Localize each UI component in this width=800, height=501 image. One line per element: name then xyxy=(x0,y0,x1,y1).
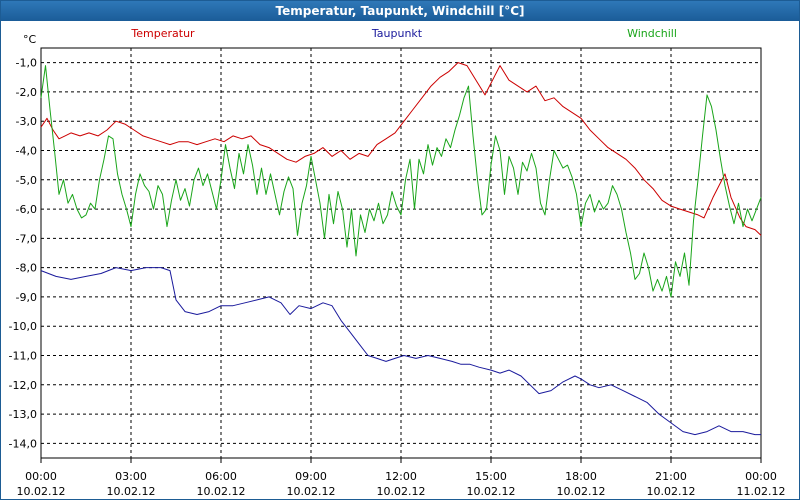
x-tick-time-label: 15:00 xyxy=(475,470,507,483)
x-tick-date-label: 10.02.12 xyxy=(197,485,246,498)
y-tick-label: -2,0 xyxy=(16,86,37,99)
y-tick-label: -8,0 xyxy=(16,262,37,275)
x-tick-time-label: 21:00 xyxy=(655,470,687,483)
series-lines xyxy=(40,62,762,436)
x-tick-date-label: 10.02.12 xyxy=(17,485,66,498)
y-tick-label: -5,0 xyxy=(16,174,37,187)
x-tick-time-label: 18:00 xyxy=(565,470,597,483)
x-tick-date-label: 11.02.12 xyxy=(737,485,786,498)
y-tick-label: -10,0 xyxy=(9,320,37,333)
y-tick-label: -1,0 xyxy=(16,57,37,70)
y-tick-label: -14,0 xyxy=(9,437,37,450)
x-tick-time-label: 00:00 xyxy=(745,470,777,483)
chart-title: Temperatur, Taupunkt, Windchill [°C] xyxy=(1,1,799,21)
grid xyxy=(41,48,761,458)
x-tick-time-label: 00:00 xyxy=(25,470,57,483)
x-tick-time-label: 09:00 xyxy=(295,470,327,483)
x-tick-date-label: 10.02.12 xyxy=(377,485,426,498)
y-tick-label: -11,0 xyxy=(9,350,37,363)
x-axis: 00:00 10.02.12 03:00 10.02.12 06:00 10.02.12 0… xyxy=(17,458,786,498)
y-tick-label: -13,0 xyxy=(9,408,37,421)
y-tick-label: -6,0 xyxy=(16,203,37,216)
x-tick-time-label: 06:00 xyxy=(205,470,237,483)
legend-taupunkt: Taupunkt xyxy=(371,27,423,40)
legend-temperatur: Temperatur xyxy=(130,27,195,40)
series-line-taupunkt xyxy=(40,267,761,436)
x-tick-time-label: 03:00 xyxy=(115,470,147,483)
x-tick-time-label: 12:00 xyxy=(385,470,417,483)
x-tick-date-label: 10.02.12 xyxy=(287,485,336,498)
y-axis: -1,0 -2,0 -3,0 -4,0 -5,0 -6,0 -7,0 -8,0 -9,0 -10,… xyxy=(9,57,37,451)
y-tick-label: -9,0 xyxy=(16,291,37,304)
y-axis-unit-label: °C xyxy=(23,33,37,46)
y-tick-label: -12,0 xyxy=(9,379,37,392)
x-tick-date-label: 10.02.12 xyxy=(647,485,696,498)
y-tick-label: -4,0 xyxy=(16,145,37,158)
x-tick-date-label: 10.02.12 xyxy=(107,485,156,498)
x-tick-date-label: 10.02.12 xyxy=(467,485,516,498)
series-line-windchill xyxy=(40,65,762,298)
y-tick-label: -7,0 xyxy=(16,232,37,245)
legend: Temperatur Taupunkt Windchill xyxy=(130,27,677,40)
series-line-temperatur xyxy=(40,62,762,236)
legend-windchill: Windchill xyxy=(627,27,677,40)
y-tick-label: -3,0 xyxy=(16,115,37,128)
x-tick-date-label: 10.02.12 xyxy=(557,485,606,498)
